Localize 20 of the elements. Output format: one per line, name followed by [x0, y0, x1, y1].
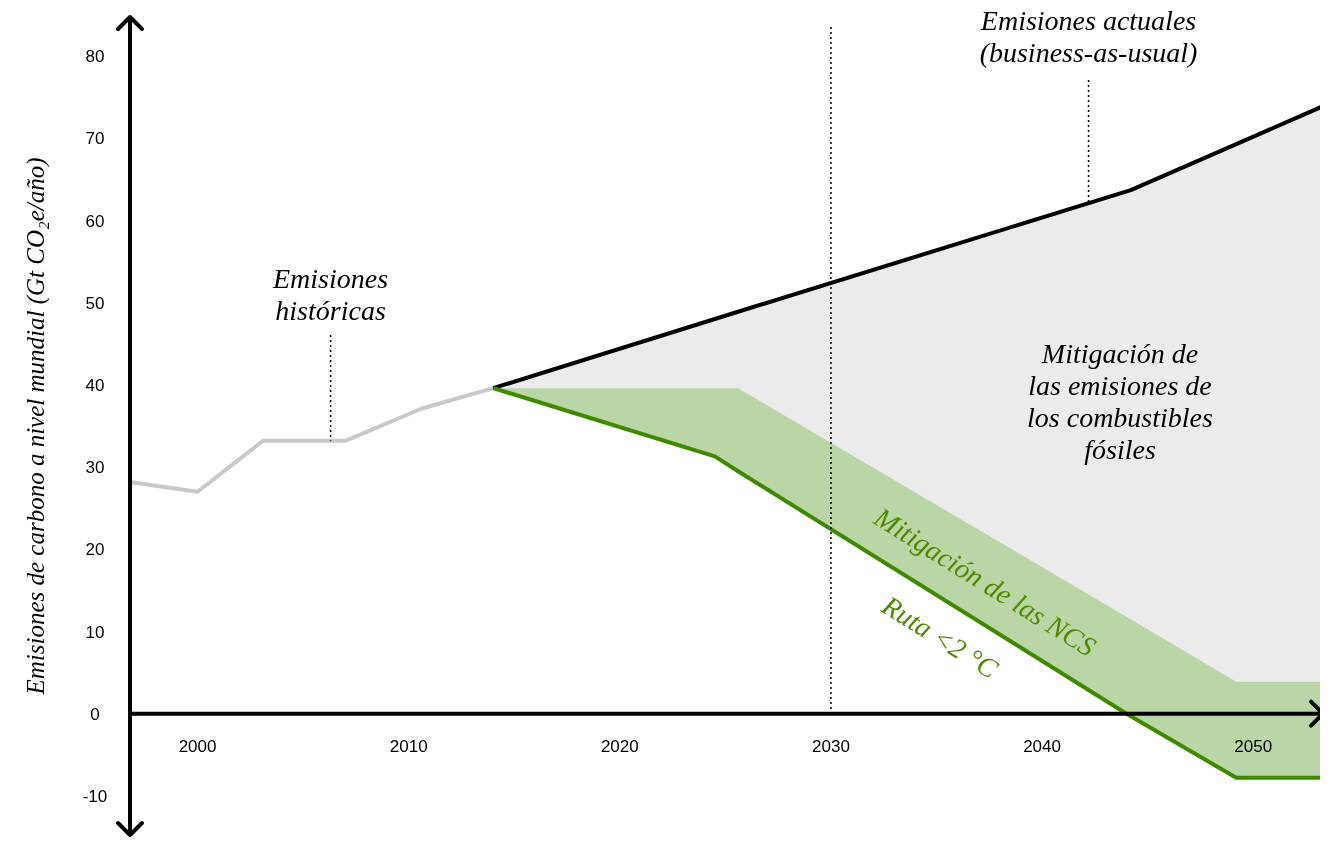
y-axis-title: Emisiones de carbono a nivel mundial (Gt CO₂e/año)	[22, 157, 50, 696]
x-tick-label: 2020	[600, 736, 639, 756]
y-tick-label: 50	[85, 293, 105, 313]
y-tick-label: 70	[85, 129, 105, 149]
y-tick-label: 80	[85, 47, 105, 67]
y-tick-label: 0	[90, 704, 100, 724]
y-tick-label: 40	[85, 375, 105, 395]
x-tick-label: 2010	[389, 736, 428, 756]
x-tick-label: 2030	[812, 736, 850, 756]
y-tick-label: 20	[85, 540, 105, 560]
x-tick-label: 2050	[1234, 736, 1273, 756]
x-tick-label: 2000	[178, 736, 217, 756]
annotation: Emisiones actuales (business-as-usual)	[979, 5, 1198, 68]
annotation: Emisiones históricas	[272, 263, 389, 326]
y-tick-label: -10	[82, 786, 108, 806]
x-tick-label: 2040	[1023, 736, 1061, 756]
y-tick-label: 10	[85, 622, 105, 642]
y-tick-label: 60	[85, 211, 105, 231]
annotation: Mitigación de las emisiones de los combustibles fósiles	[1027, 338, 1214, 465]
y-tick-label: 30	[85, 458, 105, 478]
